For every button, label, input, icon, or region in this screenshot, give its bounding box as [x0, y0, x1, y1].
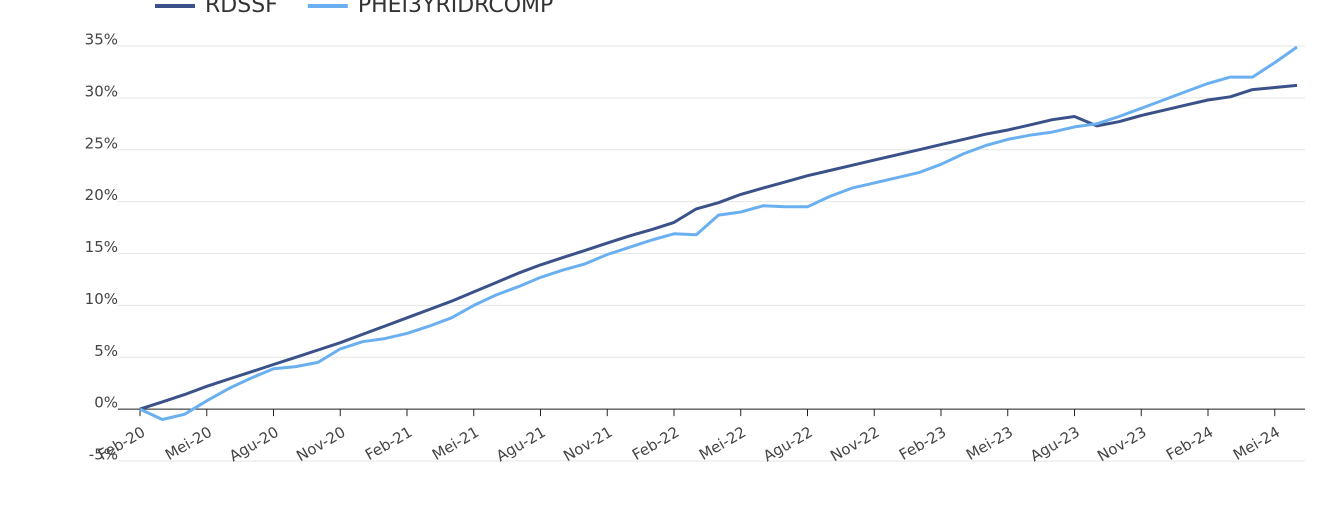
y-tick-label: 0%: [94, 394, 118, 412]
y-tick-label: 35%: [85, 31, 118, 49]
series-line: [139, 45, 1298, 421]
x-tick-label: Agu-20: [226, 423, 282, 465]
x-tick-label: Nov-23: [1094, 423, 1149, 465]
y-tick-label: 15%: [85, 238, 118, 256]
series-line: [139, 83, 1298, 411]
y-tick-label: 10%: [85, 290, 118, 308]
x-tick-label: Nov-20: [293, 423, 348, 465]
x-tick-label: Agu-22: [760, 423, 816, 465]
y-tick-label: -5%: [89, 446, 118, 464]
x-tick-label: Nov-21: [560, 423, 615, 465]
x-tick-label: Mei-22: [696, 423, 749, 464]
y-tick-label: 5%: [94, 342, 118, 360]
x-tick-label: Feb-21: [362, 423, 415, 464]
x-tick-label: Agu-21: [493, 423, 549, 465]
x-tick-label: Feb-24: [1163, 423, 1216, 464]
y-tick-label: 25%: [85, 134, 118, 152]
y-tick-label: 30%: [85, 82, 118, 100]
y-tick-label: 20%: [85, 186, 118, 204]
x-tick-label: Mei-23: [963, 423, 1016, 464]
x-tick-label: Mei-21: [429, 423, 482, 464]
x-tick-label: Mei-20: [162, 423, 215, 464]
x-tick-label: Feb-20: [95, 423, 148, 464]
legend-label: PHEI3YRIDRCOMP: [358, 0, 553, 18]
legend-label: RDSSF: [205, 0, 278, 18]
x-tick-label: Nov-22: [827, 423, 882, 465]
x-tick-label: Feb-23: [896, 423, 949, 464]
x-tick-label: Agu-23: [1027, 423, 1083, 465]
x-tick-label: Feb-22: [629, 423, 682, 464]
x-tick-label: Mei-24: [1230, 423, 1283, 464]
